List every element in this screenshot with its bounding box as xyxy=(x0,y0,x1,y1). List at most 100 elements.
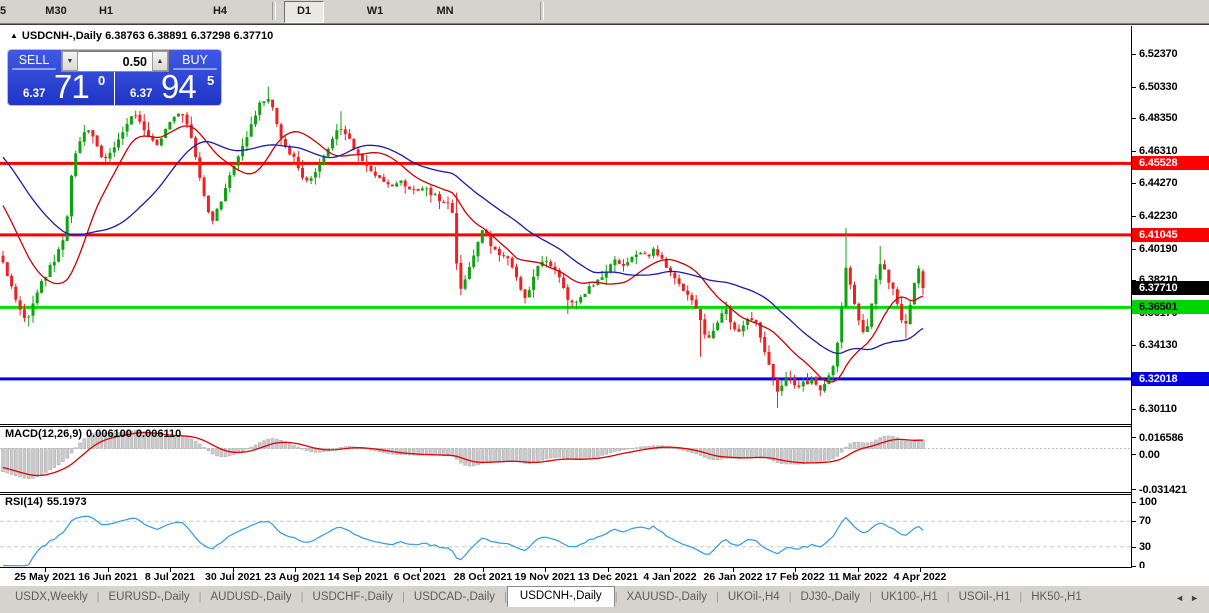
sell-button-label: SELL xyxy=(18,53,50,67)
buy-price-pip-digit: 5 xyxy=(207,73,215,88)
macd-label: MACD(12,26,9) 0.006100 0.006110 xyxy=(5,428,185,440)
tab-usdchf-daily[interactable]: USDCHF-,Daily xyxy=(312,591,394,603)
rsi-label: RSI(14) 55.1973 xyxy=(5,496,91,508)
price-tick-mark xyxy=(1131,183,1136,184)
pane-separator[interactable] xyxy=(0,424,1131,425)
buy-price[interactable]: 6.37 94 5 xyxy=(115,72,221,105)
date-tick-label: 13 Dec 2021 xyxy=(577,571,639,583)
tab-uk100-h1[interactable]: UK100-,H1 xyxy=(880,591,938,603)
date-tick-mark xyxy=(295,568,296,572)
tab-eurusd-daily[interactable]: EURUSD-,Daily xyxy=(108,591,190,603)
volume-input[interactable]: 0.50 xyxy=(78,51,152,71)
tab-audusd-daily[interactable]: AUDUSD-,Daily xyxy=(210,591,292,603)
date-tick-mark xyxy=(108,568,109,572)
rsi-tick-mark xyxy=(1131,566,1136,567)
date-tick-label: 30 Jul 2021 xyxy=(204,571,262,583)
toolbar-divider xyxy=(0,23,1209,24)
date-tick-mark xyxy=(795,568,796,572)
date-tick-label: 28 Oct 2021 xyxy=(453,571,513,583)
tab-hk50-h1[interactable]: HK50-,H1 xyxy=(1031,591,1082,603)
price-level-chip-6-41045: 6.41045 xyxy=(1132,228,1209,242)
pane-separator[interactable] xyxy=(0,426,1131,427)
price-level-chip-6-32018: 6.32018 xyxy=(1132,372,1209,386)
date-tick-mark xyxy=(420,568,421,572)
pane-separator[interactable] xyxy=(0,494,1131,495)
tab-usdcnh-daily[interactable]: USDCNH-,Daily xyxy=(506,586,615,607)
timeframe-button-w1[interactable]: W1 xyxy=(366,5,384,17)
tab-separator: | xyxy=(1019,591,1023,603)
tab-scroll-buttons: ◄ ► xyxy=(1175,593,1209,607)
tab-usoil-h1[interactable]: USOil-,H1 xyxy=(958,591,1011,603)
macd-main-value: 0.006100 xyxy=(86,428,132,440)
macd-tick-mark xyxy=(1131,489,1136,490)
timeframe-button-h1[interactable]: H1 xyxy=(98,5,114,17)
tab-separator: | xyxy=(198,591,202,603)
date-tick-label: 4 Jan 2022 xyxy=(643,571,697,583)
tab-separator: | xyxy=(614,591,618,603)
date-tick-mark xyxy=(733,568,734,572)
date-tick-label: 14 Sep 2021 xyxy=(327,571,389,583)
chart-ohlc-readout: 6.38763 6.38891 6.37298 6.37710 xyxy=(105,30,274,42)
tab-xauusd-daily[interactable]: XAUUSD-,Daily xyxy=(626,591,708,603)
pane-separator[interactable] xyxy=(0,492,1131,493)
price-tick-mark xyxy=(1131,151,1136,152)
tab-separator: | xyxy=(946,591,950,603)
timeframe-button-h4[interactable]: H4 xyxy=(212,5,228,17)
chart-symbol-period: USDCNH-,Daily xyxy=(21,30,102,42)
macd-canvas[interactable] xyxy=(0,427,1131,492)
date-tick-mark xyxy=(545,568,546,572)
rsi-name: RSI(14) xyxy=(5,496,43,508)
date-tick-label: 11 Mar 2022 xyxy=(828,571,888,583)
price-level-chip-6-45528: 6.45528 xyxy=(1132,156,1209,170)
rsi-tick-mark xyxy=(1131,502,1136,503)
volume-dropdown-button[interactable]: ▼ xyxy=(62,51,78,71)
date-tick-label: 6 Oct 2021 xyxy=(393,571,447,583)
date-tick-mark xyxy=(358,568,359,572)
price-tick-mark xyxy=(1131,87,1136,88)
collapse-arrow-icon[interactable]: ▲ xyxy=(10,31,18,40)
tab-usdx-weekly[interactable]: USDX,Weekly xyxy=(15,591,88,603)
trade-panel-top-row: SELL ▼ 0.50 ▲ BUY xyxy=(8,50,221,72)
tab-usdcad-daily[interactable]: USDCAD-,Daily xyxy=(413,591,496,603)
timeframe-button-5[interactable]: 5 xyxy=(0,5,7,17)
tab-separator: | xyxy=(96,591,100,603)
date-tick-mark xyxy=(233,568,234,572)
tab-separator: | xyxy=(716,591,719,603)
tab-scroll-right-icon[interactable]: ► xyxy=(1190,593,1199,603)
sell-button[interactable]: SELL xyxy=(8,50,60,71)
timeframe-button-m30[interactable]: M30 xyxy=(45,5,67,17)
trade-panel-prices: 6.37 71 0 6.37 94 5 xyxy=(8,72,221,105)
date-tick-mark xyxy=(670,568,671,572)
date-tick-mark xyxy=(45,568,46,572)
timeframe-button-mn[interactable]: MN xyxy=(436,5,454,17)
time-axis[interactable]: 25 May 2021 16 Jun 2021 8 Jul 2021 30 Jul 2… xyxy=(0,568,1209,586)
date-tick-mark xyxy=(170,568,171,572)
macd-tick-mark xyxy=(1131,437,1136,438)
buy-button[interactable]: BUY xyxy=(169,50,221,71)
buy-button-label: BUY xyxy=(182,53,208,67)
tab-dj30-daily[interactable]: DJ30-,Daily xyxy=(800,591,860,603)
date-tick-label: 23 Aug 2021 xyxy=(264,571,326,583)
price-tick-mark xyxy=(1131,54,1136,55)
price-tick-label: 6.52370 xyxy=(1139,48,1178,60)
sell-price[interactable]: 6.37 71 0 xyxy=(8,72,115,105)
price-tick-label: 6.30110 xyxy=(1139,403,1177,415)
timeframe-button-d1[interactable]: D1 xyxy=(284,1,324,23)
sell-underline xyxy=(12,68,56,70)
volume-increase-button[interactable]: ▲ xyxy=(152,51,168,71)
rsi-canvas[interactable] xyxy=(0,495,1131,567)
price-tick-label: 6.42230 xyxy=(1139,210,1178,222)
date-tick-label: 16 Jun 2021 xyxy=(78,571,138,583)
rsi-axis-label: 70 xyxy=(1139,515,1151,527)
tab-separator: | xyxy=(788,591,792,603)
price-tick-mark xyxy=(1131,280,1136,281)
macd-axis-label: 0.016586 xyxy=(1139,432,1184,444)
date-tick-label: 26 Jan 2022 xyxy=(703,571,763,583)
price-level-chip-6-36501: 6.36501 xyxy=(1132,300,1209,314)
price-tick-label: 6.40190 xyxy=(1139,243,1178,255)
tab-scroll-left-icon[interactable]: ◄ xyxy=(1175,593,1185,603)
tab-separator: | xyxy=(868,591,872,603)
price-chart-canvas[interactable] xyxy=(0,26,1131,424)
tab-ukoil-h4[interactable]: UKOil-,H4 xyxy=(727,591,780,603)
